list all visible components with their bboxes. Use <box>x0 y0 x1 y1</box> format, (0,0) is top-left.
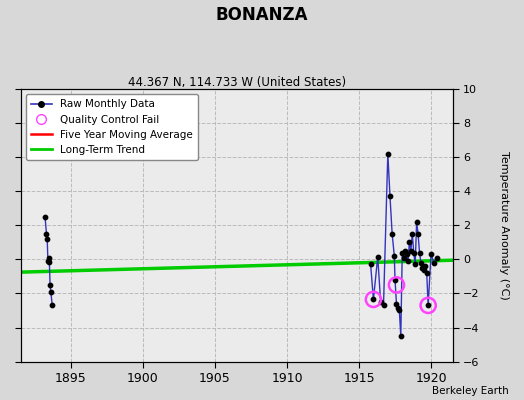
Point <box>417 260 425 266</box>
Point <box>421 263 430 269</box>
Point <box>379 302 388 308</box>
Point <box>47 288 55 295</box>
Point <box>394 305 402 311</box>
Point <box>391 277 399 283</box>
Point <box>404 258 412 264</box>
Point <box>399 254 408 261</box>
Point <box>416 249 424 256</box>
Point <box>43 258 52 264</box>
Point <box>430 260 438 266</box>
Point <box>45 259 53 265</box>
Y-axis label: Temperature Anomaly (°C): Temperature Anomaly (°C) <box>499 151 509 300</box>
Title: 44.367 N, 114.733 W (United States): 44.367 N, 114.733 W (United States) <box>127 76 346 89</box>
Point <box>390 253 398 259</box>
Point <box>392 300 401 307</box>
Point <box>388 231 396 237</box>
Text: BONANZA: BONANZA <box>216 6 308 24</box>
Point <box>420 266 428 273</box>
Point <box>386 193 394 200</box>
Point <box>369 296 378 303</box>
Point <box>410 249 418 256</box>
Legend: Raw Monthly Data, Quality Control Fail, Five Year Moving Average, Long-Term Tren: Raw Monthly Data, Quality Control Fail, … <box>26 94 198 160</box>
Point <box>48 302 57 308</box>
Point <box>369 296 378 303</box>
Point <box>392 282 401 288</box>
Point <box>411 261 419 268</box>
Point <box>402 251 411 258</box>
Point <box>398 250 407 257</box>
Point <box>43 236 51 242</box>
Point <box>408 231 417 237</box>
Point <box>433 254 441 261</box>
Text: Berkeley Earth: Berkeley Earth <box>432 386 508 396</box>
Point <box>414 231 422 237</box>
Point <box>412 219 421 225</box>
Point <box>405 239 413 246</box>
Point <box>424 302 432 308</box>
Point <box>45 254 53 261</box>
Point <box>42 231 51 237</box>
Point <box>427 251 435 258</box>
Point <box>376 299 385 305</box>
Point <box>384 150 392 157</box>
Point <box>422 270 431 276</box>
Point <box>366 260 375 267</box>
Point <box>374 254 382 260</box>
Point <box>424 302 432 308</box>
Point <box>401 248 409 254</box>
Point <box>397 333 405 339</box>
Point <box>46 282 54 288</box>
Point <box>407 248 415 254</box>
Point <box>41 214 49 220</box>
Point <box>395 307 403 314</box>
Point <box>418 265 427 271</box>
